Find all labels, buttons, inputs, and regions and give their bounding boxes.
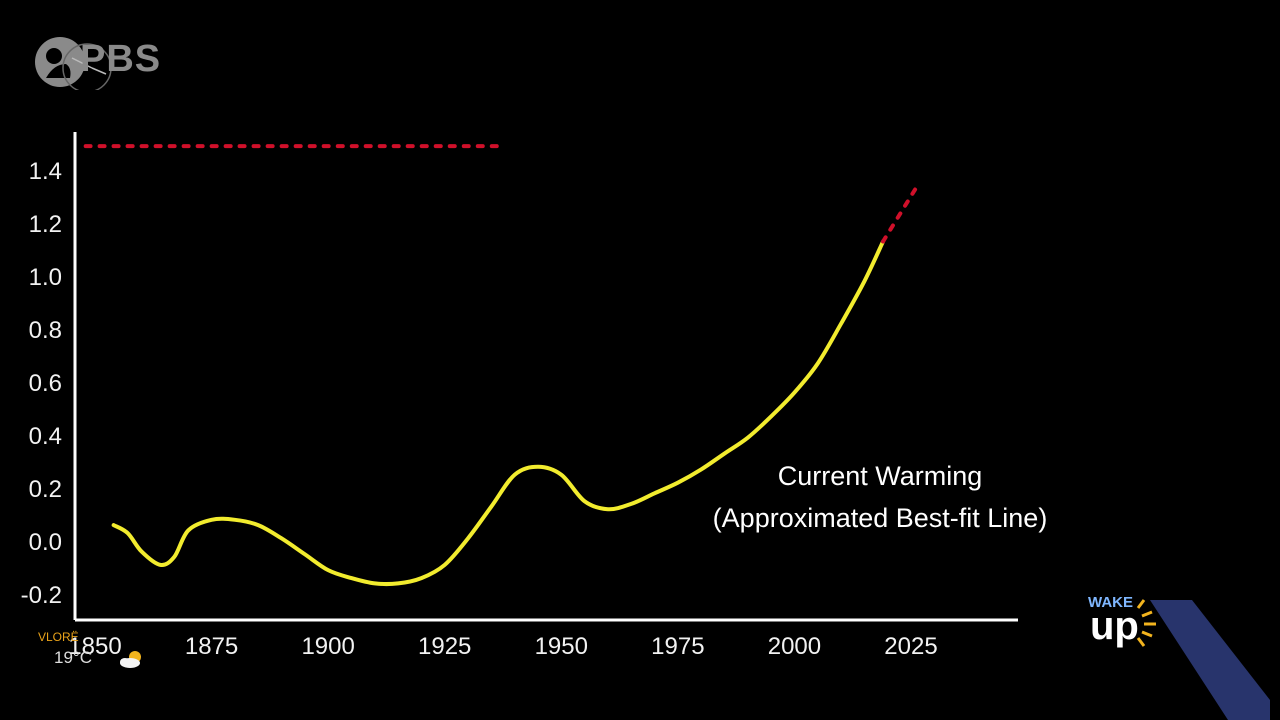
y-tick-label: 0.8 <box>29 317 62 344</box>
y-tick-label: 0.6 <box>29 370 62 397</box>
x-tick-label: 1900 <box>301 633 354 660</box>
weather-city: VLORË <box>38 630 79 644</box>
pbs-logo-icon <box>35 37 112 90</box>
x-tick-label: 2025 <box>884 633 937 660</box>
projection-dashed-line <box>881 186 918 244</box>
y-tick-label: 1.0 <box>29 264 62 291</box>
y-tick-label: 1.2 <box>29 211 62 238</box>
annotation-subtitle: (Approximated Best-fit Line) <box>713 503 1048 533</box>
x-tick-label: 2000 <box>768 633 821 660</box>
warming-curve-line <box>111 239 886 587</box>
x-tick-label: 1950 <box>535 633 588 660</box>
partly-cloudy-icon <box>120 651 141 668</box>
weather-temperature: 19°C <box>54 648 92 667</box>
x-tick-label: 1975 <box>651 633 704 660</box>
x-tick-label: 1850 <box>68 633 121 660</box>
y-tick-label: -0.2 <box>21 582 62 609</box>
y-tick-label: 0.0 <box>29 529 62 556</box>
y-tick-label: 0.4 <box>29 423 62 450</box>
wake-logo-bottom: up <box>1090 604 1139 648</box>
y-tick-label: 1.4 <box>29 158 62 185</box>
y-tick-label: 0.2 <box>29 476 62 503</box>
annotation-title: Current Warming <box>778 461 983 491</box>
pbs-logo-text: PBS <box>80 38 162 80</box>
x-tick-label: 1925 <box>418 633 471 660</box>
sun-rays-icon <box>1136 599 1156 647</box>
wake-logo-top: WAKE <box>1088 594 1133 611</box>
wake-up-banner <box>1136 599 1270 720</box>
x-tick-label: 1875 <box>185 633 238 660</box>
